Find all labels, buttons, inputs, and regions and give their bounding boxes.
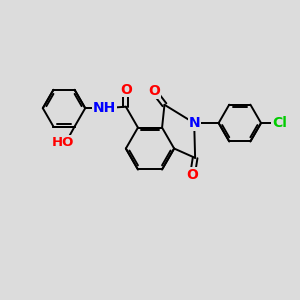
Text: O: O <box>148 85 160 98</box>
Text: N: N <box>188 116 200 130</box>
Text: NH: NH <box>93 101 116 115</box>
Text: Cl: Cl <box>272 116 287 130</box>
Text: O: O <box>120 82 132 97</box>
Text: HO: HO <box>52 136 74 148</box>
Text: O: O <box>187 168 198 182</box>
